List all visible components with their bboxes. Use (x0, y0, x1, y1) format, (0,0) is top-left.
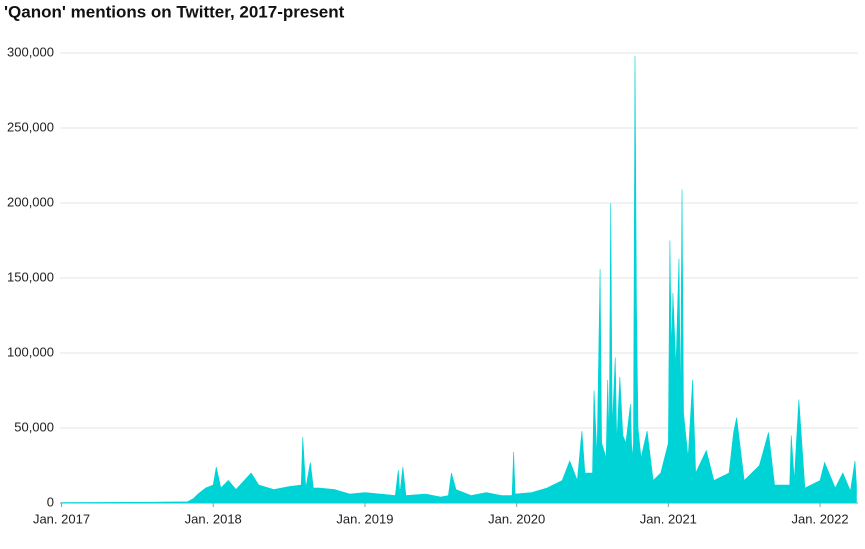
y-tick-label: 250,000 (7, 119, 54, 134)
y-tick-label: 150,000 (7, 269, 54, 284)
x-tick-label: Jan. 2021 (640, 511, 697, 526)
x-tick-label: Jan. 2018 (185, 511, 242, 526)
x-tick-label: Jan. 2022 (792, 511, 849, 526)
y-tick-label: 0 (47, 494, 54, 509)
y-tick-label: 50,000 (14, 419, 54, 434)
y-tick-label: 300,000 (7, 44, 54, 59)
y-tick-label: 200,000 (7, 194, 54, 209)
area (61, 55, 857, 504)
y-tick-label: 100,000 (7, 344, 54, 359)
x-tick-label: Jan. 2019 (336, 511, 393, 526)
chart-title: 'Qanon' mentions on Twitter, 2017-presen… (4, 2, 345, 21)
x-tick-label: Jan. 2017 (33, 511, 90, 526)
x-tick-label: Jan. 2020 (488, 511, 545, 526)
